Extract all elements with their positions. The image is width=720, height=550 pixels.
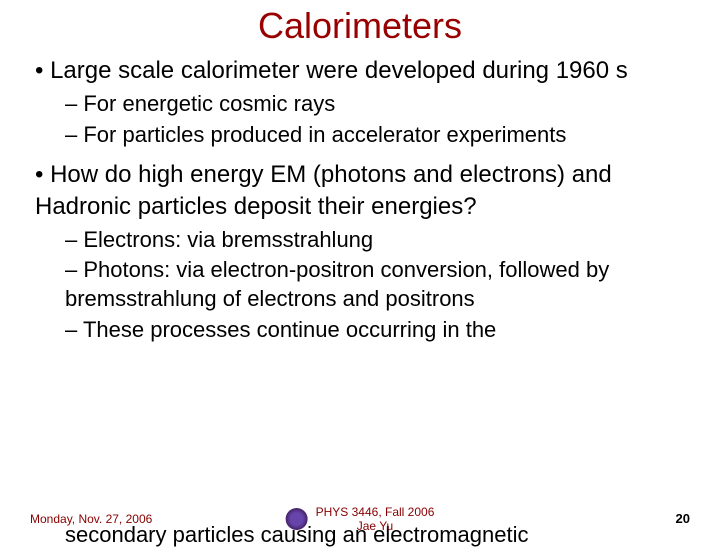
- university-logo-icon: [286, 508, 308, 530]
- footer-course: PHYS 3446, Fall 2006: [316, 505, 435, 519]
- footer-author: Jae Yu: [316, 519, 435, 533]
- page-number: 20: [676, 511, 690, 526]
- slide-title: Calorimeters: [160, 5, 560, 47]
- footer-center: PHYS 3446, Fall 2006 Jae Yu: [286, 505, 435, 533]
- slide-container: Calorimeters Large scale calorimeter wer…: [0, 0, 720, 540]
- bullet-subitem: Electrons: via bremsstrahlung: [65, 226, 700, 255]
- bullet-subitem: For energetic cosmic rays: [65, 90, 700, 119]
- footer-date: Monday, Nov. 27, 2006: [30, 512, 152, 526]
- footer-course-info: PHYS 3446, Fall 2006 Jae Yu: [316, 505, 435, 533]
- bullet-item: How do high energy EM (photons and elect…: [35, 159, 700, 221]
- bullet-subitem: Photons: via electron-positron conversio…: [65, 256, 700, 313]
- bullet-subitem: For particles produced in accelerator ex…: [65, 121, 700, 150]
- bullet-subitem: These processes continue occurring in th…: [65, 316, 700, 345]
- slide-footer: Monday, Nov. 27, 2006 PHYS 3446, Fall 20…: [0, 511, 720, 526]
- bullet-item: Large scale calorimeter were developed d…: [35, 55, 700, 86]
